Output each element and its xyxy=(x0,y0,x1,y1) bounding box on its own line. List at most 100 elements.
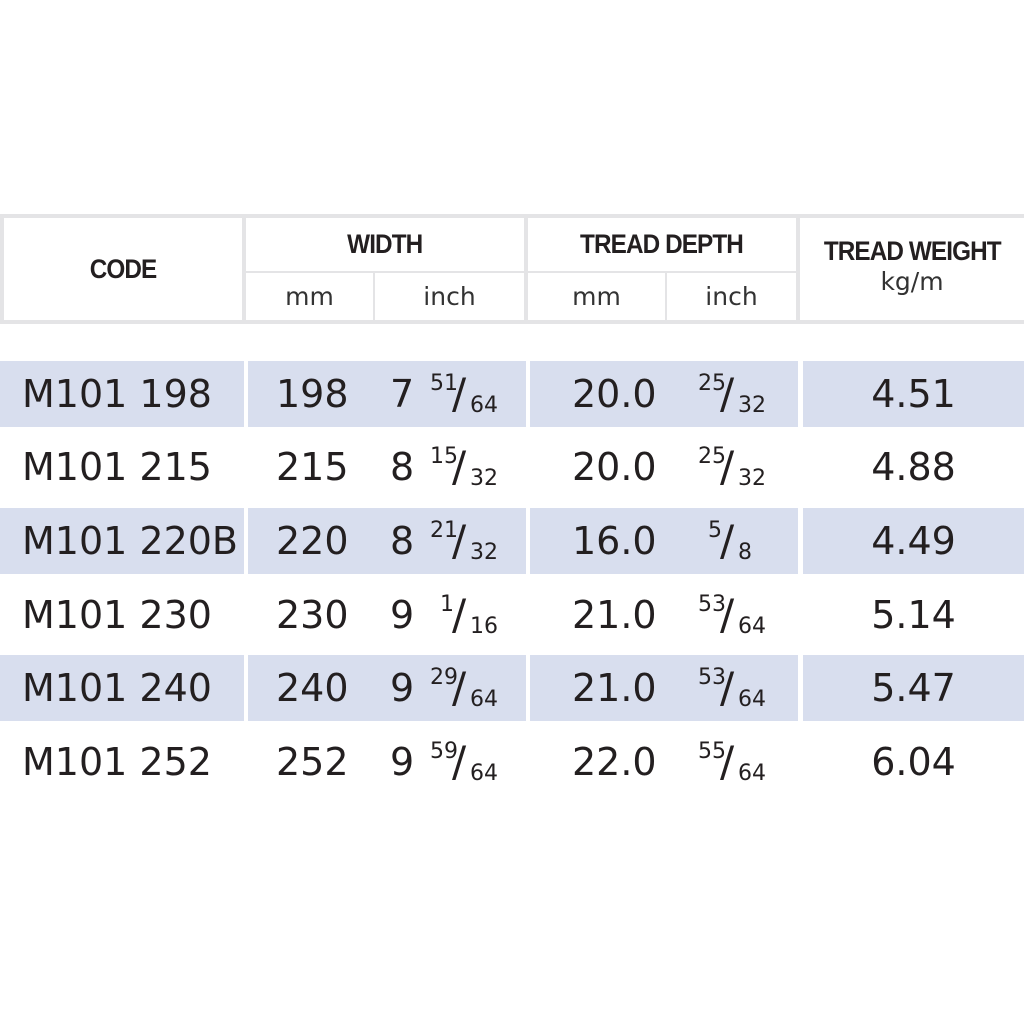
cell-width: 240 9 29/64 xyxy=(248,655,526,721)
header-width-label: WIDTH xyxy=(347,229,423,259)
header-width: WIDTH xyxy=(246,218,524,271)
code-value: M101 252 xyxy=(22,740,212,784)
header-depth-inch: inch xyxy=(667,273,796,320)
depth-mm-value: 22.0 xyxy=(572,740,657,784)
weight-value: 5.47 xyxy=(871,666,956,710)
header-depth-mm: mm xyxy=(528,273,665,320)
unit-label: inch xyxy=(705,282,758,311)
numerator: 25 xyxy=(698,371,726,396)
width-mm-value: 240 xyxy=(276,666,349,710)
denominator: 16 xyxy=(470,614,498,639)
depth-inch-fraction: 53/64 xyxy=(698,663,768,713)
cell-tread-depth: 21.0 53/64 xyxy=(530,655,798,721)
width-inch-fraction: 21/32 xyxy=(430,516,500,566)
code-value: M101 215 xyxy=(22,445,212,489)
cell-tread-depth: 22.0 55/64 xyxy=(530,729,798,795)
denominator: 64 xyxy=(470,393,498,418)
header-tread-depth-label: TREAD DEPTH xyxy=(580,229,745,259)
fraction-slash: / xyxy=(452,369,467,418)
unit-label: mm xyxy=(285,282,334,311)
numerator: 55 xyxy=(698,739,726,764)
denominator: 32 xyxy=(470,466,498,491)
cell-code: M101 198 xyxy=(0,361,244,427)
width-inch-fraction: 59/64 xyxy=(430,737,500,787)
numerator: 59 xyxy=(430,739,458,764)
cell-tread-depth: 20.0 25/32 xyxy=(530,361,798,427)
depth-mm-value: 16.0 xyxy=(572,519,657,563)
numerator: 21 xyxy=(430,518,458,543)
cell-width: 230 9 1/16 xyxy=(248,582,526,648)
header-tread-weight-label: TREAD WEIGHT xyxy=(823,236,1002,266)
cell-width: 198 7 51/64 xyxy=(248,361,526,427)
fraction-slash: / xyxy=(720,442,735,491)
depth-inch-fraction: 25/32 xyxy=(698,442,768,492)
cell-tread-weight: 4.51 xyxy=(803,361,1024,427)
fraction-slash: / xyxy=(720,663,735,712)
header-tread-weight: TREAD WEIGHT kg/m xyxy=(800,218,1024,320)
numerator: 53 xyxy=(698,592,726,617)
table-row: M101 215 215 8 15/32 20.0 25/32 4.88 xyxy=(0,434,1024,500)
weight-value: 4.88 xyxy=(871,445,956,489)
depth-mm-value: 20.0 xyxy=(572,445,657,489)
fraction-slash: / xyxy=(720,516,735,565)
header-code-label: CODE xyxy=(89,253,158,284)
cell-tread-weight: 4.88 xyxy=(803,434,1024,500)
width-inch-whole: 9 xyxy=(390,593,415,637)
denominator: 64 xyxy=(470,761,498,786)
weight-value: 4.49 xyxy=(871,519,956,563)
width-inch-whole: 9 xyxy=(390,740,415,784)
depth-mm-value: 21.0 xyxy=(572,666,657,710)
cell-code: M101 215 xyxy=(0,434,244,500)
unit-label: kg/m xyxy=(880,267,944,296)
denominator: 64 xyxy=(738,761,766,786)
width-inch-fraction: 15/32 xyxy=(430,442,500,492)
cell-tread-depth: 16.0 5/8 xyxy=(530,508,798,574)
cell-code: M101 240 xyxy=(0,655,244,721)
table-header: CODE WIDTH mm inch TREAD DEPTH mm inch T… xyxy=(0,214,1024,324)
numerator: 53 xyxy=(698,665,726,690)
unit-label: mm xyxy=(572,282,621,311)
header-width-mm: mm xyxy=(246,273,373,320)
numerator: 51 xyxy=(430,371,458,396)
cell-tread-weight: 6.04 xyxy=(803,729,1024,795)
fraction-slash: / xyxy=(452,663,467,712)
fraction-slash: / xyxy=(720,590,735,639)
width-inch-fraction: 29/64 xyxy=(430,663,500,713)
cell-tread-depth: 20.0 25/32 xyxy=(530,434,798,500)
fraction-slash: / xyxy=(452,737,467,786)
depth-inch-fraction: 53/64 xyxy=(698,590,768,640)
cell-tread-weight: 4.49 xyxy=(803,508,1024,574)
width-mm-value: 220 xyxy=(276,519,349,563)
width-inch-fraction: 51/64 xyxy=(430,369,500,419)
header-tread-depth: TREAD DEPTH xyxy=(528,218,796,271)
numerator: 5 xyxy=(708,518,722,543)
header-code: CODE xyxy=(4,218,242,320)
weight-value: 4.51 xyxy=(871,372,956,416)
width-mm-value: 198 xyxy=(276,372,349,416)
fraction-slash: / xyxy=(720,369,735,418)
header-width-inch: inch xyxy=(375,273,524,320)
numerator: 29 xyxy=(430,665,458,690)
numerator: 1 xyxy=(440,592,454,617)
table-row: M101 198 198 7 51/64 20.0 25/32 4.51 xyxy=(0,361,1024,427)
code-value: M101 230 xyxy=(22,593,212,637)
code-value: M101 240 xyxy=(22,666,212,710)
width-mm-value: 215 xyxy=(276,445,349,489)
cell-tread-weight: 5.47 xyxy=(803,655,1024,721)
cell-code: M101 252 xyxy=(0,729,244,795)
cell-code: M101 230 xyxy=(0,582,244,648)
unit-label: inch xyxy=(423,282,476,311)
denominator: 64 xyxy=(738,687,766,712)
denominator: 32 xyxy=(738,393,766,418)
width-inch-fraction: 1/16 xyxy=(430,590,500,640)
fraction-slash: / xyxy=(452,442,467,491)
numerator: 15 xyxy=(430,444,458,469)
denominator: 32 xyxy=(470,540,498,565)
width-inch-whole: 9 xyxy=(390,666,415,710)
depth-inch-fraction: 5/8 xyxy=(698,516,768,566)
table-row: M101 230 230 9 1/16 21.0 53/64 5.14 xyxy=(0,582,1024,648)
depth-inch-fraction: 55/64 xyxy=(698,737,768,787)
fraction-slash: / xyxy=(452,516,467,565)
table-row: M101 240 240 9 29/64 21.0 53/64 5.47 xyxy=(0,655,1024,721)
cell-width: 220 8 21/32 xyxy=(248,508,526,574)
